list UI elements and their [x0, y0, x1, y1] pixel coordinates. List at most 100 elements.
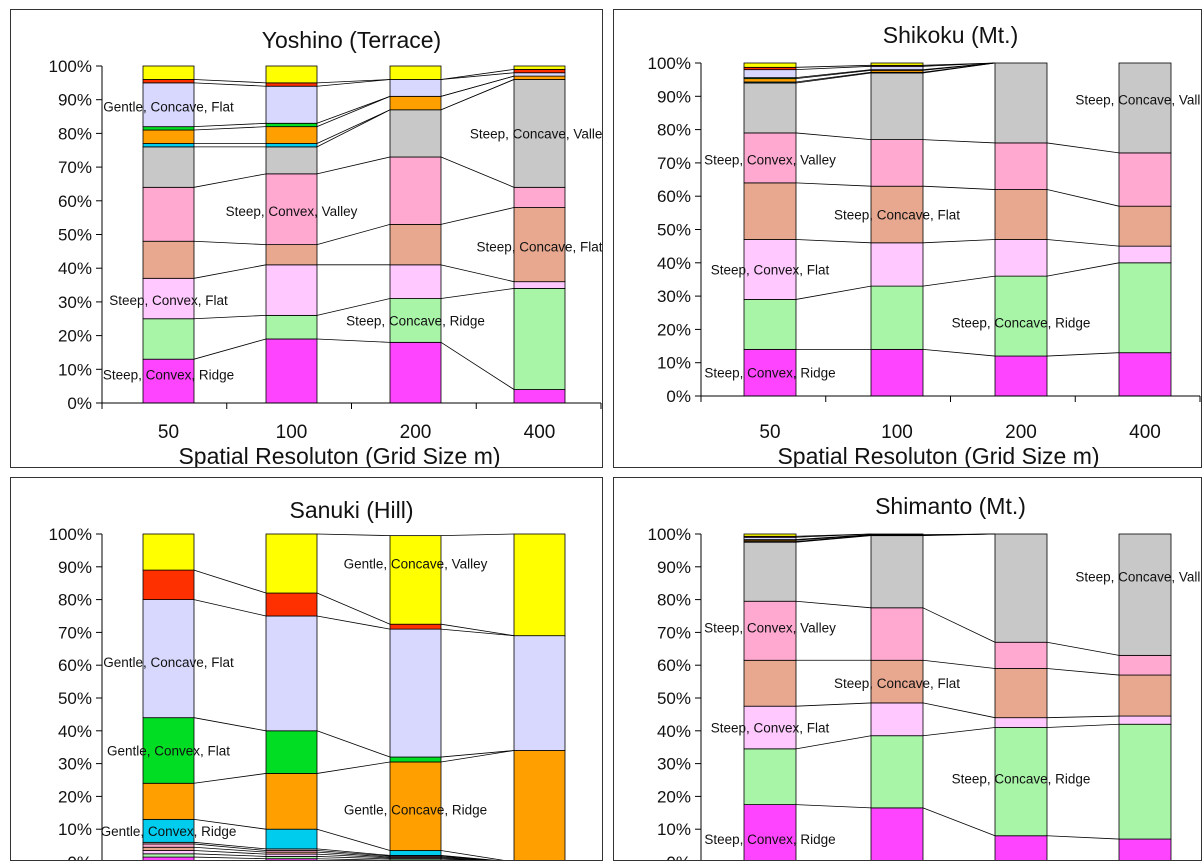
bar-segment-steep-concave-valley: [994, 533, 1048, 643]
segment-annotation: Steep, Concave, Ridge: [952, 771, 1091, 786]
chart-panel-shimanto: Shimanto (Mt.) 0% 10% 20% 30% 40% 50% 60% 70% 80%…: [613, 477, 1202, 861]
connector-line: [795, 72, 872, 84]
connector-line: [1046, 668, 1120, 676]
connector-line: [1046, 723, 1120, 728]
bar-segment-gentle-convex-valley: [142, 79, 195, 84]
y-tick-label: 50%: [657, 221, 691, 240]
connector-line: [440, 856, 491, 860]
y-tick-label: 100%: [49, 57, 92, 76]
bar-segment-gentle-convex-flat: [389, 756, 442, 763]
connector-line: [795, 735, 872, 750]
chart-title: Shikoku (Mt.): [883, 22, 1018, 48]
segment-annotation: Steep, Convex, Valley: [704, 153, 836, 168]
connector-line: [316, 848, 391, 856]
connector-line: [193, 850, 267, 855]
connector-line: [316, 592, 391, 625]
connector-line: [193, 569, 267, 594]
connector-line: [440, 623, 515, 637]
y-tick-label: 100%: [648, 54, 691, 73]
segment-annotation: Steep, Convex, Ridge: [704, 832, 835, 847]
y-tick-label: 0%: [67, 853, 92, 860]
y-tick-label: 10%: [58, 820, 92, 839]
bar-segment-steep-convex-valley: [265, 173, 318, 246]
bar-segment-gentle-concave-flat: [513, 72, 566, 77]
bar-segment-steep-concave-valley: [870, 72, 924, 140]
connector-line: [440, 156, 515, 188]
bar-segment-steep-concave-flat: [743, 659, 797, 707]
connector-line: [795, 600, 872, 609]
bar-segment-steep-concave-flat: [389, 223, 442, 266]
connector-line: [795, 65, 872, 71]
connector-line: [316, 79, 391, 87]
bar-segment-steep-convex-valley: [743, 132, 797, 184]
y-tick-label: 30%: [58, 293, 92, 312]
y-tick-label: 50%: [657, 689, 691, 708]
connector-line: [922, 807, 996, 837]
bar-segment-gentle-convex-valley: [389, 623, 442, 630]
connector-line: [316, 95, 391, 124]
bar-segment-gentle-concave-ridge: [743, 78, 797, 83]
bar-segment-steep-convex-flat: [1118, 715, 1172, 725]
bar-segment-gentle-convex-valley: [265, 82, 318, 87]
bar-segment-steep-convex-flat: [265, 264, 318, 316]
bar-segment-gentle-convex-valley: [265, 592, 318, 617]
segment-annotation: Steep, Concave, Flat: [834, 208, 960, 223]
bar-segment-steep-convex-valley: [870, 607, 924, 661]
y-tick-label: 90%: [58, 91, 92, 110]
bar-segment-steep-concave-ridge: [870, 735, 924, 809]
bar-segment-steep-concave-ridge: [743, 299, 797, 350]
y-tick-label: 20%: [657, 320, 691, 339]
bar-segment-steep-convex-ridge: [994, 835, 1048, 860]
connector-line: [440, 68, 515, 80]
x-tick-label: 100: [881, 422, 913, 443]
bar-segment-steep-convex-ridge: [1118, 838, 1172, 860]
connector-line: [193, 599, 267, 617]
connector-line: [922, 659, 996, 669]
x-tick-label: 200: [1005, 422, 1037, 443]
y-tick-label: 30%: [657, 755, 691, 774]
connector-line: [440, 850, 504, 860]
connector-line: [440, 342, 515, 390]
connector-line: [193, 122, 267, 128]
connector-line: [795, 804, 872, 809]
bar-segment-steep-concave-valley: [1118, 62, 1172, 154]
bar-segment-gentle-concave-flat: [513, 635, 566, 751]
bar-segment-steep-concave-valley: [1118, 533, 1172, 656]
connector-line: [193, 717, 267, 732]
segment-annotation: Steep, Concave, Flat: [834, 676, 960, 691]
connector-line: [440, 750, 515, 758]
bar-segment-gentle-convex-flat: [265, 122, 318, 128]
bar-segment-steep-concave-valley: [743, 541, 797, 602]
y-tick-label: 60%: [657, 187, 691, 206]
x-tick-label: 50: [759, 422, 780, 443]
bar-segment-steep-concave-valley: [389, 109, 442, 158]
connector-line: [316, 109, 391, 148]
bar-segment-gentle-concave-flat: [870, 533, 924, 536]
bar-segment-steep-concave-flat: [870, 185, 924, 244]
bar-segment-steep-concave-flat: [513, 207, 566, 283]
segment-annotation: Steep, Concave, Ridge: [952, 316, 1091, 331]
bar-segment-steep-convex-ridge: [1118, 352, 1172, 397]
connector-line: [316, 533, 391, 537]
y-tick-label: 10%: [657, 820, 691, 839]
connector-line: [316, 858, 391, 860]
connector-line: [795, 64, 872, 68]
connector-line: [193, 173, 267, 188]
connector-line: [795, 132, 872, 140]
bar-segment-steep-convex-ridge: [389, 341, 442, 404]
connector-line: [440, 79, 515, 111]
bar-segment-gentle-concave-flat: [389, 79, 442, 97]
bar-segment-steep-concave-ridge: [743, 748, 797, 805]
connector-line: [922, 239, 996, 244]
y-tick-label: 40%: [58, 722, 92, 741]
bar-segment-gentle-convex-ridge: [389, 850, 442, 856]
bar-segment-steep-concave-flat: [1118, 205, 1172, 247]
y-tick-label: 0%: [666, 387, 691, 406]
connector-line: [193, 338, 267, 360]
bar-segment-gentle-convex-valley: [513, 68, 566, 74]
bar-segment-steep-convex-valley: [513, 186, 566, 208]
bar-segment-steep-convex-valley: [1118, 152, 1172, 207]
connector-line: [440, 288, 515, 299]
y-tick-label: 60%: [657, 656, 691, 675]
bar-segment-steep-convex-flat: [1118, 245, 1172, 264]
